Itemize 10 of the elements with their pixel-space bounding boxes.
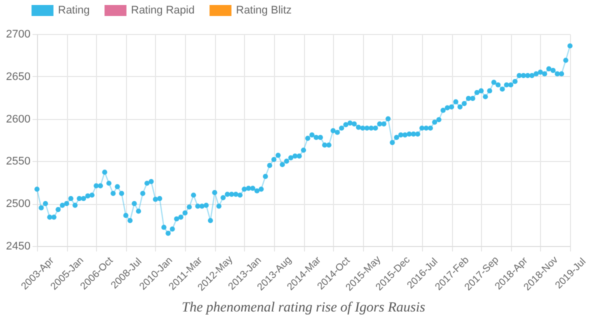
text: The phenomenal rating rise of Igors Rausis <box>182 300 426 316</box>
legend-label: Rating Rapid <box>131 4 195 17</box>
y-tick-label: 2700 <box>6 28 30 40</box>
y-tick-label: 2600 <box>6 113 30 126</box>
y-tick-label: 2500 <box>6 198 30 210</box>
legend-label: Rating Blitz <box>236 4 292 17</box>
y-tick-label: 2550 <box>6 156 30 168</box>
y-tick-label: 2450 <box>6 240 30 252</box>
legend-label: Rating <box>58 4 90 17</box>
y-tick-label: 2650 <box>6 70 30 83</box>
